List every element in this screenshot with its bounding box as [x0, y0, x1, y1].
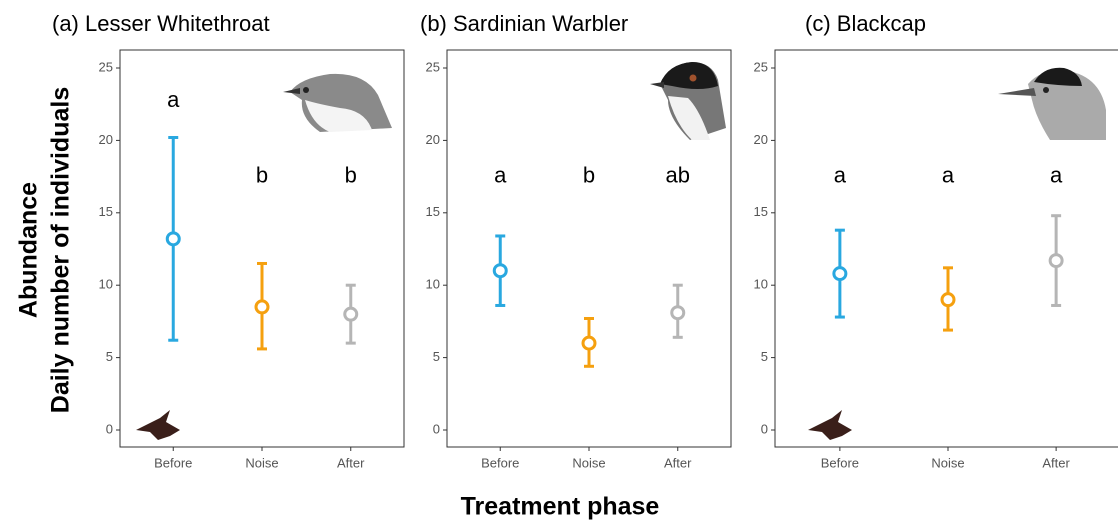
significance-letter: ab: [666, 162, 690, 187]
y-tick-label: 20: [426, 132, 440, 147]
bird-illustration: [650, 62, 726, 140]
significance-letter: b: [583, 162, 595, 187]
y-tick-label: 0: [761, 421, 768, 436]
bird-illustration: [998, 67, 1106, 140]
significance-letter: a: [834, 162, 847, 187]
mean-point: [254, 299, 270, 315]
x-axis-label: Treatment phase: [461, 493, 660, 521]
significance-letter: a: [167, 87, 180, 112]
y-tick-label: 5: [433, 349, 440, 364]
y-tick-label: 25: [99, 59, 113, 74]
y-tick-label: 5: [761, 349, 768, 364]
y-tick-label: 20: [754, 132, 768, 147]
mean-point: [940, 292, 956, 308]
y-tick-label: 15: [426, 204, 440, 219]
x-tick-label: Before: [821, 455, 859, 470]
significance-letter: a: [942, 162, 955, 187]
y-axis-label: Daily number of individuals: [47, 87, 75, 413]
y-tick-label: 20: [99, 132, 113, 147]
mean-point: [670, 305, 686, 321]
significance-letter: b: [256, 162, 268, 187]
mean-point: [581, 335, 597, 351]
x-tick-label: Before: [154, 455, 192, 470]
y-tick-label: 10: [99, 277, 113, 292]
x-tick-label: Noise: [245, 455, 278, 470]
y-tick-label: 15: [99, 204, 113, 219]
mean-point: [165, 231, 181, 247]
x-tick-label: Noise: [572, 455, 605, 470]
x-tick-label: After: [664, 455, 692, 470]
significance-letter: b: [345, 162, 357, 187]
y-tick-label: 0: [106, 421, 113, 436]
y-tick-label: 25: [426, 59, 440, 74]
mean-point: [832, 266, 848, 282]
y-tick-label: 10: [426, 277, 440, 292]
y-tick-label: 25: [754, 59, 768, 74]
mean-point: [492, 263, 508, 279]
significance-letter: a: [1050, 162, 1063, 187]
bird-silhouette: [136, 410, 852, 440]
mean-point: [1048, 253, 1064, 269]
y-tick-label: 0: [433, 421, 440, 436]
mean-point: [343, 306, 359, 322]
y-tick-label: 10: [754, 277, 768, 292]
panel-title: (c) Blackcap: [805, 11, 926, 36]
y-tick-label: 15: [754, 204, 768, 219]
x-tick-label: Before: [481, 455, 519, 470]
y-axis-label: Abundance: [15, 182, 43, 318]
y-tick-label: 5: [106, 349, 113, 364]
x-tick-label: Noise: [931, 455, 964, 470]
bird-illustration: [283, 73, 392, 132]
panel-title: (b) Sardinian Warbler: [420, 11, 628, 36]
x-tick-label: After: [1042, 455, 1070, 470]
x-tick-label: After: [337, 455, 365, 470]
panel-title: (a) Lesser Whitethroat: [52, 11, 270, 36]
significance-letter: a: [494, 162, 507, 187]
